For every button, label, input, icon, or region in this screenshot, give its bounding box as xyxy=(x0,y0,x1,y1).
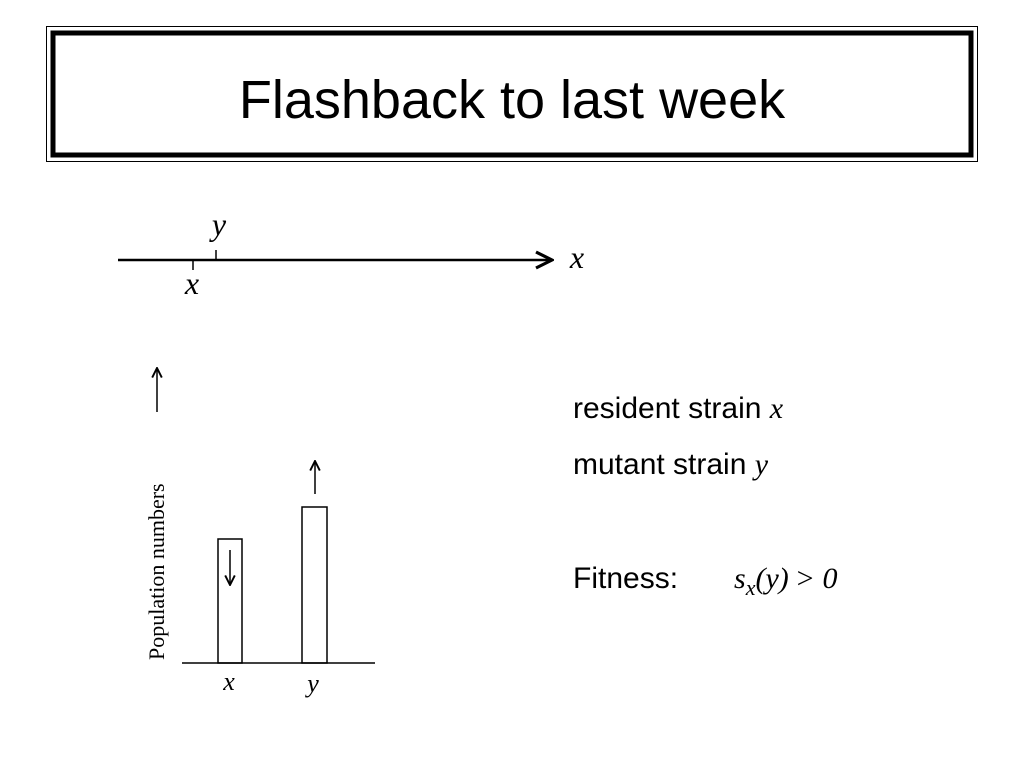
mutant-label: y xyxy=(209,206,227,242)
resident-label: x xyxy=(184,265,199,301)
bar-label: x xyxy=(222,667,235,696)
resident-line: resident strain x xyxy=(573,392,784,425)
text: resident strain xyxy=(573,392,761,425)
bar xyxy=(301,506,328,664)
label: Fitness: xyxy=(573,562,678,595)
title-frame xyxy=(50,30,974,158)
bar-label: y xyxy=(304,669,319,698)
bar xyxy=(217,538,243,664)
argument: (y) xyxy=(755,562,788,595)
fitness-line: Fitness: sx(y) > 0 xyxy=(573,562,838,600)
y-axis-label: Population numbers xyxy=(144,483,169,660)
relation: > 0 xyxy=(795,562,838,595)
mutant-line: mutant strain y xyxy=(573,448,769,481)
slide-title: Flashback to last week xyxy=(239,70,786,130)
axis-label: x xyxy=(569,239,584,275)
title-frame-outer xyxy=(46,26,978,162)
symbol: y xyxy=(752,448,769,481)
function: s xyxy=(734,562,746,595)
subscript: x xyxy=(745,575,756,600)
symbol: x xyxy=(769,392,784,425)
text: mutant strain xyxy=(573,448,746,481)
